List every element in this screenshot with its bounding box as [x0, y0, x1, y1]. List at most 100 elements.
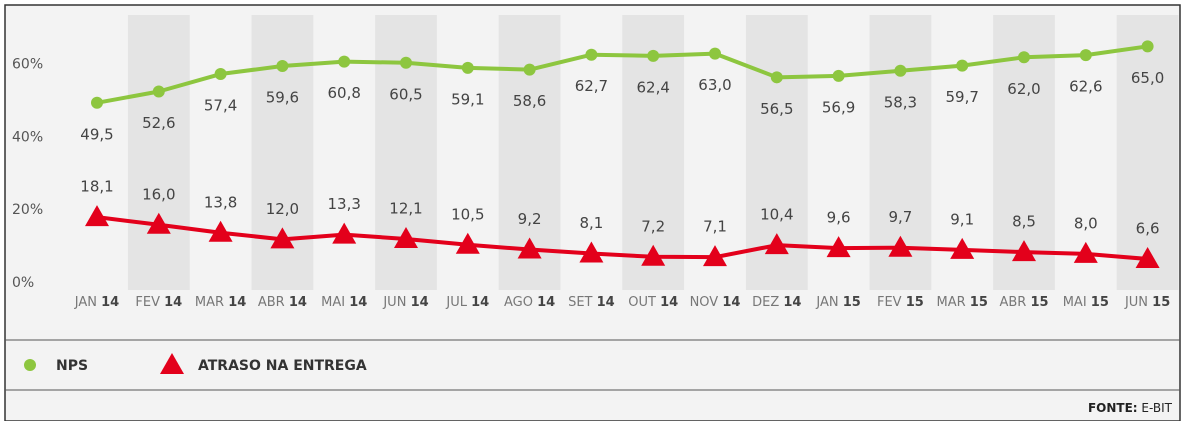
value-label: 59,1: [451, 90, 484, 108]
value-label: 7,1: [703, 218, 727, 236]
value-label: 10,5: [451, 205, 484, 223]
value-label: 12,1: [389, 199, 422, 217]
point: [1073, 241, 1098, 263]
band: [127, 15, 190, 290]
value-label: 9,6: [827, 209, 851, 227]
point: [832, 69, 845, 82]
point: [764, 233, 789, 255]
value-label: 13,3: [327, 195, 360, 213]
point: [400, 56, 412, 69]
band: [251, 15, 314, 290]
value-label: 6,6: [1136, 219, 1160, 237]
point: [332, 222, 357, 244]
value-label: 56,5: [760, 100, 793, 118]
value-label: 8,5: [1012, 213, 1036, 231]
point: [85, 205, 109, 227]
value-label: 56,9: [822, 98, 855, 116]
value-label: 65,0: [1131, 69, 1164, 87]
point: [394, 226, 418, 248]
x-tick-label: MAR 15: [937, 295, 988, 310]
x-tick-label: AGO 14: [504, 295, 555, 310]
value-label: 60,8: [327, 84, 360, 102]
point: [338, 55, 351, 68]
value-label: 62,6: [1069, 78, 1102, 96]
x-tick-label: JUN 14: [382, 295, 428, 310]
x-tick-label: SET 14: [568, 295, 615, 310]
value-label: 10,4: [760, 206, 793, 224]
y-tick-label: 0%: [12, 275, 34, 291]
x-tick-label: JAN 14: [74, 295, 119, 310]
value-label: 9,7: [888, 208, 912, 226]
value-label: 52,6: [142, 114, 175, 132]
point: [1141, 40, 1154, 53]
point: [709, 47, 721, 60]
x-tick-label: JUN 15: [1124, 295, 1170, 310]
x-tick-label: FEV 14: [135, 295, 182, 310]
x-tick-label: JAN 15: [815, 295, 860, 310]
y-tick-label: 20%: [12, 202, 43, 218]
legend-label: ATRASO NA ENTREGA: [198, 358, 367, 374]
series-line: [96, 44, 1148, 105]
source: FONTE: E-BIT: [1088, 401, 1173, 415]
value-label: 58,3: [884, 93, 917, 111]
value-label: 49,5: [80, 125, 113, 143]
source-label: FONTE:: [1088, 401, 1138, 415]
value-label: 58,6: [513, 92, 546, 110]
x-tick-label: OUT 14: [628, 295, 678, 310]
value-label: 62,0: [1007, 80, 1040, 98]
point: [160, 353, 184, 374]
x-tick-label: ABR 15: [999, 295, 1048, 310]
source-text: E-BIT: [1141, 401, 1172, 415]
point: [647, 49, 660, 62]
point: [214, 68, 227, 81]
point: [894, 64, 907, 77]
point: [523, 63, 536, 76]
value-label: 63,0: [698, 76, 731, 94]
point: [703, 245, 727, 267]
value-label: 13,8: [204, 193, 237, 211]
x-tick-label: DEZ 14: [752, 295, 801, 310]
point: [455, 232, 480, 254]
point: [276, 60, 289, 73]
point: [208, 220, 233, 242]
value-label: 59,7: [945, 88, 978, 106]
band: [1116, 15, 1179, 290]
point: [641, 244, 666, 266]
point: [91, 96, 103, 109]
point: [1135, 246, 1160, 268]
x-tick-label: MAI 14: [321, 295, 367, 310]
point: [270, 227, 295, 249]
x-tick-label: MAI 15: [1063, 295, 1109, 310]
point: [24, 359, 36, 371]
value-label: 57,4: [204, 97, 237, 115]
point: [461, 61, 474, 74]
value-label: 8,1: [579, 214, 603, 232]
value-label: 9,2: [518, 210, 542, 228]
value-label: 59,6: [266, 89, 299, 107]
value-label: 62,4: [636, 78, 669, 96]
point: [826, 236, 851, 258]
value-label: 18,1: [80, 178, 113, 196]
x-tick-label: ABR 14: [258, 295, 307, 310]
point: [146, 212, 171, 234]
x-tick-label: MAR 14: [195, 295, 246, 310]
y-tick-label: 60%: [12, 57, 43, 73]
x-tick-label: FEV 15: [877, 295, 924, 310]
value-label: 7,2: [641, 217, 665, 235]
point: [1018, 51, 1030, 64]
point: [579, 241, 604, 263]
point: [1079, 49, 1092, 62]
plot: JAN 14 FEV 14 MAR 14 ABR 14 MAI 14 JUN 14 JUL …: [12, 40, 1170, 374]
band: [375, 15, 437, 290]
series-line: [96, 215, 1148, 261]
x-tick-label: NOV 14: [690, 295, 741, 310]
point: [956, 59, 969, 72]
x-tick-label: JUL 14: [445, 295, 489, 310]
value-label: 16,0: [142, 185, 175, 203]
point: [152, 85, 165, 98]
point: [1012, 240, 1036, 262]
value-label: 9,1: [950, 210, 974, 228]
value-label: 62,7: [575, 77, 608, 95]
legend-label: NPS: [56, 358, 88, 374]
value-label: 60,5: [389, 85, 422, 103]
